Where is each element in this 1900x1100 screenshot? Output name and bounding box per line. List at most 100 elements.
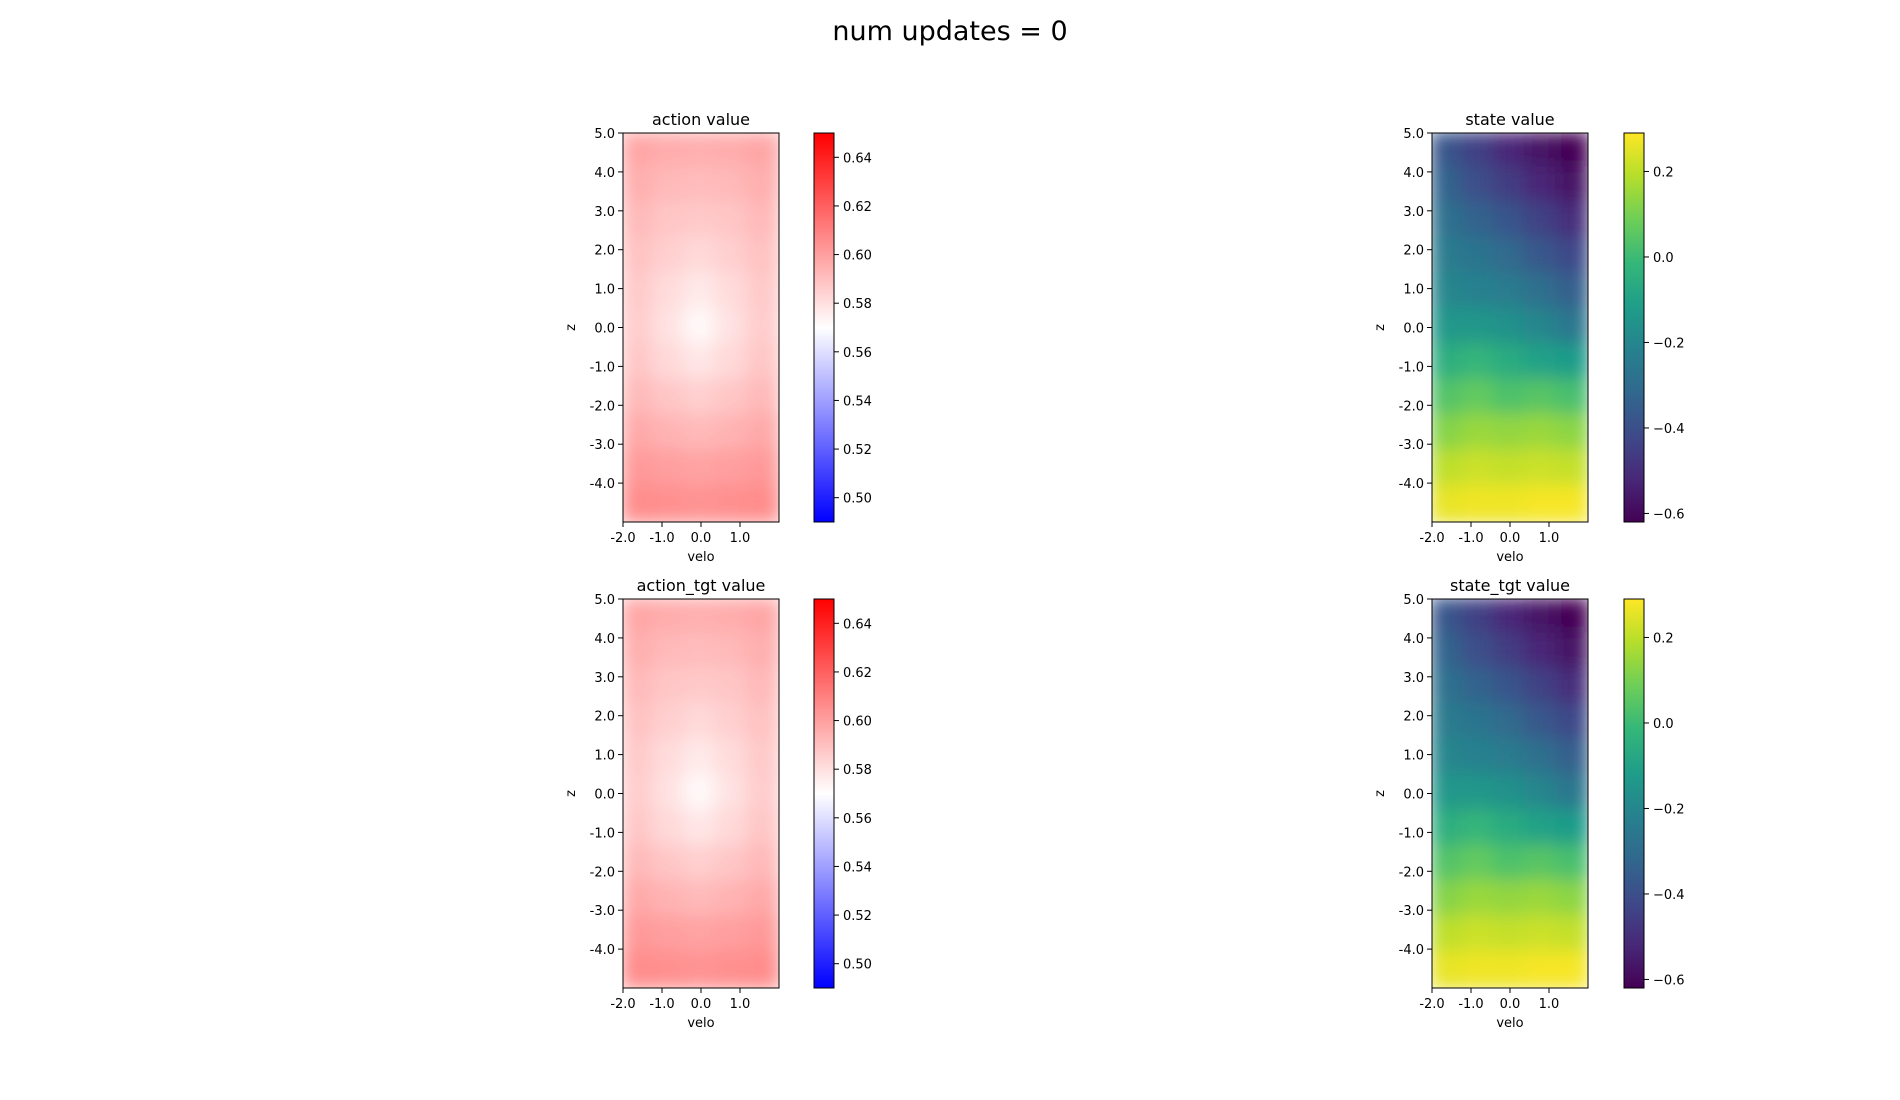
heatmap-cell xyxy=(745,237,779,277)
heatmap-cell xyxy=(1554,237,1588,277)
colorbar xyxy=(813,132,835,523)
x-tick-label: -2.0 xyxy=(610,531,635,546)
y-axis-label: z xyxy=(1373,324,1388,331)
heatmap-cell xyxy=(652,237,688,277)
heatmap-cell xyxy=(745,667,779,708)
x-tick-label: -1.0 xyxy=(649,531,674,546)
heatmap-cell xyxy=(745,307,779,348)
y-tick-label: 2.0 xyxy=(1403,244,1424,259)
y-tick-label: 4.0 xyxy=(594,632,615,647)
heatmap-cell xyxy=(1461,773,1497,814)
heatmap-cell xyxy=(714,703,750,743)
heatmap-cell xyxy=(1492,950,1528,988)
x-axis-label: velo xyxy=(687,1016,714,1031)
heatmap-cell xyxy=(623,667,657,708)
heatmap-cell xyxy=(714,879,750,920)
heatmap-cell xyxy=(1492,133,1528,171)
heatmap-cell xyxy=(714,738,750,778)
heatmap-cell xyxy=(1461,844,1497,884)
heatmap-cell xyxy=(1554,844,1588,884)
heatmap-cell xyxy=(1461,133,1497,171)
heatmap-cell xyxy=(745,413,779,454)
heatmap-cell xyxy=(745,599,779,637)
colorbar-tick-label: 0.56 xyxy=(843,812,872,827)
heatmap-cell xyxy=(683,773,719,814)
heatmap-cell xyxy=(714,844,750,884)
y-tick-label: 3.0 xyxy=(594,671,615,686)
heatmap-cell xyxy=(745,703,779,743)
colorbar-tick-label: 0.52 xyxy=(843,909,872,924)
heatmap-cell xyxy=(1554,272,1588,312)
heatmap-cell xyxy=(623,133,657,171)
heatmap-cell xyxy=(1554,343,1588,383)
heatmap-cell xyxy=(1461,738,1497,778)
heatmap-cell xyxy=(623,343,657,383)
heatmap-cell xyxy=(1523,667,1559,708)
heatmap-cell xyxy=(1492,844,1528,884)
y-tick-label: 2.0 xyxy=(1403,710,1424,725)
heatmap-cell xyxy=(652,599,688,637)
heatmap-cell xyxy=(714,773,750,814)
heatmap-cell xyxy=(714,237,750,277)
heatmap-cell xyxy=(1492,809,1528,849)
heatmap-cell xyxy=(1461,201,1497,242)
heatmap-cell xyxy=(745,133,779,171)
heatmap-cell xyxy=(1461,950,1497,988)
heatmap-cells xyxy=(1432,133,1588,522)
heatmap-cell xyxy=(745,166,779,206)
heatmap-cell xyxy=(623,738,657,778)
heatmap-cell xyxy=(652,773,688,814)
heatmap-cell xyxy=(1554,738,1588,778)
heatmap-cell xyxy=(1432,915,1466,955)
x-tick-label: -1.0 xyxy=(1458,997,1483,1012)
y-tick-label: -4.0 xyxy=(590,943,615,958)
colorbar-tick-label: 0.54 xyxy=(843,860,872,875)
heatmap-cell xyxy=(1523,201,1559,242)
heatmap-cell xyxy=(652,950,688,988)
heatmap-cell xyxy=(683,237,719,277)
heatmap-cell xyxy=(1432,809,1466,849)
heatmap-cell xyxy=(652,844,688,884)
heatmap-cell xyxy=(1461,166,1497,206)
panel-title: state_tgt value xyxy=(1450,576,1570,596)
heatmap-cell xyxy=(652,632,688,672)
heatmap-cell xyxy=(1492,307,1528,348)
heatmap-cell xyxy=(714,915,750,955)
heatmap-cell xyxy=(623,879,657,920)
heatmap-panel-2: action_tgt value -2.0 -1.0 0.0 1.0 velo 5.0 4.0… xyxy=(564,576,872,1031)
heatmap-cell xyxy=(714,307,750,348)
heatmap-cell xyxy=(1492,632,1528,672)
heatmap-cell xyxy=(1492,378,1528,418)
heatmap-cell xyxy=(652,738,688,778)
heatmap-cell xyxy=(1523,343,1559,383)
heatmap-cell xyxy=(652,879,688,920)
heatmap-cell xyxy=(1492,703,1528,743)
heatmap-cell xyxy=(1492,166,1528,206)
heatmap-cell xyxy=(745,272,779,312)
heatmap-cell xyxy=(683,738,719,778)
y-tick-label: -2.0 xyxy=(1399,865,1424,880)
heatmap-cell xyxy=(1461,915,1497,955)
heatmap-cell xyxy=(714,201,750,242)
heatmap-cell xyxy=(652,915,688,955)
colorbar-tick-label: 0.54 xyxy=(843,394,872,409)
heatmap-cell xyxy=(683,133,719,171)
heatmap-cell xyxy=(714,166,750,206)
heatmap-cell xyxy=(1461,413,1497,454)
y-tick-label: 5.0 xyxy=(594,127,615,142)
x-tick-label: 0.0 xyxy=(691,997,712,1012)
heatmap-cell xyxy=(1554,599,1588,637)
heatmap-cell xyxy=(1432,307,1466,348)
colorbar-tick-label: −0.2 xyxy=(1653,802,1685,817)
y-tick-label: 4.0 xyxy=(1403,632,1424,647)
y-tick-label: 2.0 xyxy=(594,244,615,259)
heatmap-cell xyxy=(623,844,657,884)
y-tick-label: -1.0 xyxy=(1399,826,1424,841)
colorbar-tick-label: −0.2 xyxy=(1653,336,1685,351)
heatmap-cell xyxy=(683,449,719,489)
x-tick-label: 0.0 xyxy=(1500,997,1521,1012)
y-tick-label: -2.0 xyxy=(590,865,615,880)
heatmap-cells xyxy=(1432,599,1588,988)
heatmap-cell xyxy=(745,201,779,242)
heatmap-panel-1: state value -2.0 -1.0 0.0 1.0 velo 5.0 4.0 3.0 2.… xyxy=(1373,110,1685,565)
